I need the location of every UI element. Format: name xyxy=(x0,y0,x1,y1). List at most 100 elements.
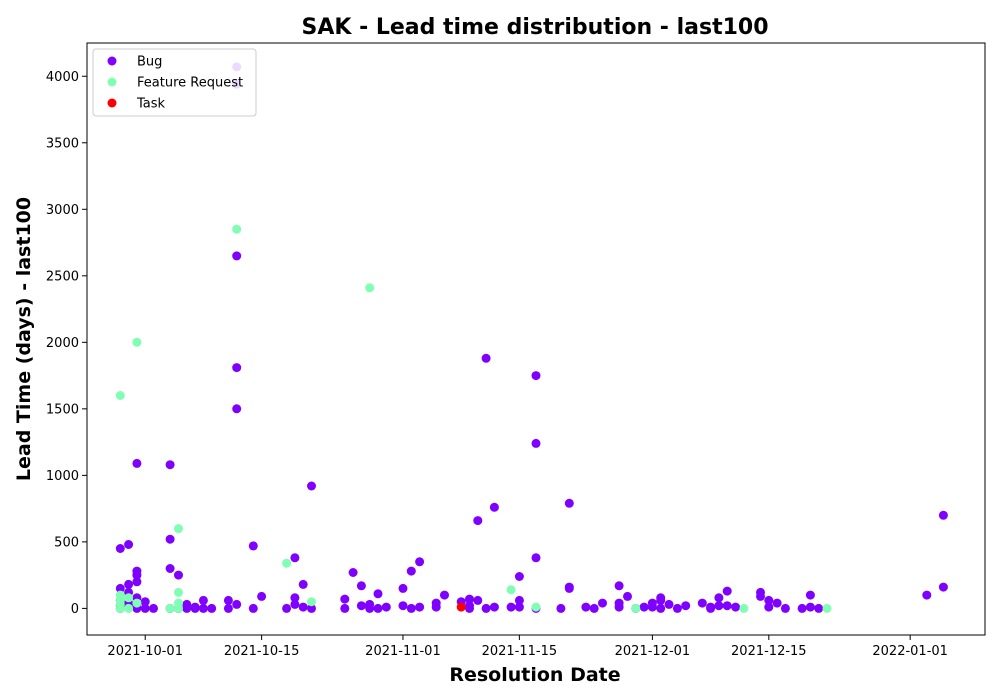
data-point xyxy=(772,598,782,608)
data-point xyxy=(706,603,716,613)
data-point xyxy=(623,591,632,601)
legend: Bug Feature Request Task xyxy=(92,48,257,117)
legend-label: Feature Request xyxy=(137,76,243,91)
x-tick-label: 2021-11-15 xyxy=(482,644,558,659)
data-point xyxy=(115,583,125,593)
data-point xyxy=(406,603,416,613)
data-point xyxy=(506,602,516,612)
data-point xyxy=(514,602,524,612)
y-tick-label: 0 xyxy=(71,602,79,617)
data-point xyxy=(290,599,300,609)
data-point xyxy=(174,524,183,534)
data-point xyxy=(298,602,308,612)
x-tick-label: 2022-01-01 xyxy=(872,644,948,659)
data-point xyxy=(174,603,183,613)
y-tick-label: 2500 xyxy=(46,269,79,284)
data-point xyxy=(257,591,267,601)
data-point xyxy=(340,594,350,604)
data-point xyxy=(722,601,732,611)
data-point xyxy=(681,601,691,611)
data-point xyxy=(356,581,366,591)
data-point xyxy=(165,603,175,613)
data-point xyxy=(140,603,150,613)
data-point xyxy=(398,601,408,611)
data-point xyxy=(664,599,674,609)
data-point xyxy=(232,251,242,261)
data-point xyxy=(282,603,292,613)
data-point xyxy=(165,460,175,470)
data-point xyxy=(614,602,624,612)
y-tick-label: 500 xyxy=(54,535,79,550)
data-point xyxy=(489,502,499,512)
data-point xyxy=(115,544,125,553)
y-tick-label: 3000 xyxy=(46,203,79,218)
data-point xyxy=(473,595,483,605)
data-point xyxy=(365,283,375,293)
data-point xyxy=(140,597,150,607)
data-point xyxy=(373,589,383,599)
data-point xyxy=(290,553,300,563)
data-point xyxy=(132,577,142,587)
data-point xyxy=(356,601,366,611)
x-axis-title: Resolution Date xyxy=(449,664,620,686)
data-point xyxy=(124,579,134,589)
data-point xyxy=(223,603,233,613)
data-point xyxy=(581,602,591,612)
data-point xyxy=(398,583,408,593)
data-point xyxy=(115,603,125,613)
data-point xyxy=(165,534,175,544)
legend-box xyxy=(92,48,257,117)
data-point xyxy=(656,603,666,613)
data-point xyxy=(514,595,524,605)
data-point xyxy=(174,587,183,597)
data-point xyxy=(290,593,300,603)
data-point xyxy=(132,458,142,468)
y-tick-label: 1500 xyxy=(46,402,79,417)
x-tick-label: 2021-11-01 xyxy=(365,644,441,659)
data-point xyxy=(415,602,425,612)
data-point xyxy=(232,599,242,609)
data-point xyxy=(805,602,815,612)
data-point xyxy=(182,603,192,613)
data-point xyxy=(465,594,474,604)
y-axis-title: Lead Time (days) - last100 xyxy=(13,197,35,481)
data-point xyxy=(564,498,574,508)
legend-marker xyxy=(107,56,117,66)
data-point xyxy=(174,570,183,580)
data-point xyxy=(282,558,292,568)
data-point xyxy=(298,579,308,589)
data-point xyxy=(190,603,200,613)
x-tick-label: 2021-10-15 xyxy=(224,644,300,659)
data-point xyxy=(456,602,466,612)
x-axis: 2021-10-01 2021-10-15 2021-11-01 2021-11-15… xyxy=(107,635,948,659)
points-layer xyxy=(115,62,948,613)
data-point xyxy=(381,602,391,612)
legend-label: Bug xyxy=(137,55,162,70)
data-point xyxy=(797,603,807,613)
data-point xyxy=(814,603,824,613)
data-point xyxy=(531,602,541,612)
data-point xyxy=(614,581,624,591)
data-point xyxy=(764,595,774,605)
data-point xyxy=(198,603,208,613)
y-tick-label: 2000 xyxy=(46,336,79,351)
data-point xyxy=(647,602,657,612)
data-point xyxy=(764,602,774,612)
data-point xyxy=(115,391,125,400)
data-point xyxy=(232,363,242,373)
data-point xyxy=(340,603,350,613)
chart-title: SAK - Lead time distribution - last100 xyxy=(301,15,768,40)
data-point xyxy=(248,603,258,613)
x-tick-label: 2021-12-01 xyxy=(615,644,691,659)
data-point xyxy=(556,603,566,613)
data-point xyxy=(531,371,541,381)
data-point xyxy=(124,540,134,549)
data-point xyxy=(248,541,258,551)
data-point xyxy=(739,603,749,613)
data-point xyxy=(780,603,790,613)
x-tick-label: 2021-10-01 xyxy=(107,644,183,659)
legend-marker xyxy=(107,98,117,108)
data-point xyxy=(938,582,948,592)
data-point xyxy=(307,481,316,491)
